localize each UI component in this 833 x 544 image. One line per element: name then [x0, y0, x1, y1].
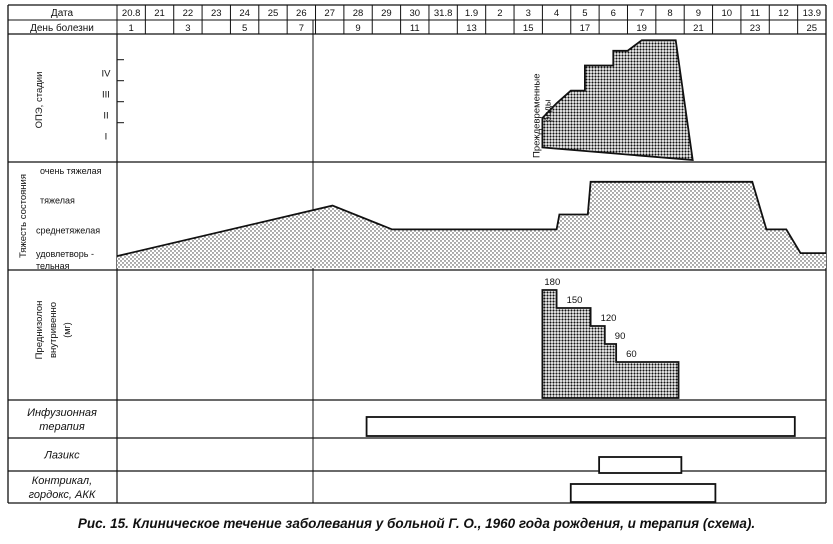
severity-level-label: тяжелая — [40, 196, 75, 206]
illness-day-label: 5 — [242, 23, 247, 34]
premature-birth-annotation: роды — [543, 99, 554, 122]
severity-level-label: среднетяжелая — [36, 225, 100, 235]
prednisolone-label: Преднизолон — [34, 301, 45, 360]
date-tick-label: 23 — [211, 8, 222, 19]
prednisolone-bar — [604, 344, 617, 398]
prednisolone-bar — [556, 308, 591, 398]
date-tick-label: 11 — [750, 8, 760, 19]
ope-axis-label: ОПЭ, стадии — [34, 72, 45, 129]
therapy-period-bar — [365, 416, 796, 437]
figure-caption: Рис. 15. Клиническое течение заболевания… — [77, 516, 756, 531]
severity-area — [117, 181, 826, 268]
ope-stage-label: III — [102, 90, 110, 101]
ope-stage-label: I — [105, 132, 108, 143]
ope-stage-label: IV — [102, 69, 112, 80]
therapy-row-label: терапия — [39, 421, 85, 433]
illness-day-label: 9 — [355, 23, 360, 34]
prednisolone-bar — [616, 362, 679, 398]
prednisolone-bar — [542, 290, 557, 398]
header-day-label: День болезни — [30, 22, 94, 34]
date-tick-label: 29 — [381, 8, 392, 19]
illness-day-label: 7 — [299, 23, 304, 34]
illness-day-label: 25 — [807, 23, 818, 34]
prednisolone-outline — [541, 289, 680, 399]
prednisolone-data-label: 60 — [626, 349, 637, 360]
illness-day-label: 15 — [523, 23, 534, 34]
date-tick-label: 20.8 — [122, 8, 141, 19]
date-tick-label: 5 — [582, 8, 587, 19]
severity-level-label: тельная — [36, 261, 70, 271]
date-tick-label: 3 — [526, 8, 531, 19]
illness-day-label: 23 — [750, 23, 761, 34]
prednisolone-label: внутривенно — [48, 302, 59, 358]
prednisolone-data-label: 180 — [544, 277, 560, 288]
illness-day-label: 19 — [636, 23, 647, 34]
prednisolone-data-label: 150 — [567, 295, 583, 306]
illness-day-label: 21 — [693, 23, 704, 34]
date-tick-label: 27 — [324, 8, 335, 19]
illness-day-label: 17 — [580, 23, 591, 34]
therapy-row-label: Лазикс — [43, 450, 80, 462]
severity-line — [116, 180, 826, 257]
date-tick-label: 4 — [554, 8, 559, 19]
severity-level-label: очень тяжелая — [40, 166, 102, 176]
date-tick-label: 2 — [497, 8, 502, 19]
illness-day-label: 13 — [466, 23, 477, 34]
severity-axis-label: Тяжесть состояния — [18, 174, 29, 258]
date-tick-label: 7 — [639, 8, 644, 19]
prednisolone-unit: (мг) — [62, 322, 72, 337]
therapy-row-label: Контрикал, — [32, 475, 92, 487]
therapy-row-label: Инфузионная — [27, 407, 97, 419]
therapy-period-bar — [569, 483, 717, 503]
ope-stage-label: II — [103, 111, 108, 122]
prednisolone-data-label: 120 — [601, 313, 617, 324]
therapy-row-label: гордокс, АКК — [29, 489, 96, 501]
therapy-period-bar — [598, 456, 683, 474]
date-tick-label: 9 — [696, 8, 701, 19]
date-tick-label: 25 — [268, 8, 279, 19]
date-tick-label: 22 — [183, 8, 194, 19]
header-date-label: Дата — [51, 8, 74, 19]
premature-birth-annotation: Преждевременные — [532, 73, 543, 158]
date-tick-label: 28 — [353, 8, 364, 19]
illness-day-label: 11 — [410, 23, 420, 34]
date-tick-label: 21 — [154, 8, 165, 19]
severity-level-label: удовлетворь - — [36, 249, 94, 259]
date-tick-label: 26 — [296, 8, 307, 19]
illness-day-label: 1 — [129, 23, 134, 34]
date-tick-label: 24 — [239, 8, 250, 19]
prednisolone-data-label: 90 — [615, 331, 626, 342]
date-tick-label: 8 — [667, 8, 672, 19]
date-tick-label: 30 — [409, 8, 420, 19]
date-tick-label: 1.9 — [465, 8, 478, 19]
ope-stage-area — [541, 39, 694, 161]
date-tick-label: 6 — [611, 8, 616, 19]
date-tick-label: 31.8 — [434, 8, 453, 19]
prednisolone-bar — [590, 326, 605, 398]
date-tick-label: 13.9 — [803, 8, 822, 19]
date-tick-label: 12 — [778, 8, 789, 19]
date-tick-label: 10 — [721, 8, 732, 19]
illness-day-label: 3 — [185, 23, 190, 34]
